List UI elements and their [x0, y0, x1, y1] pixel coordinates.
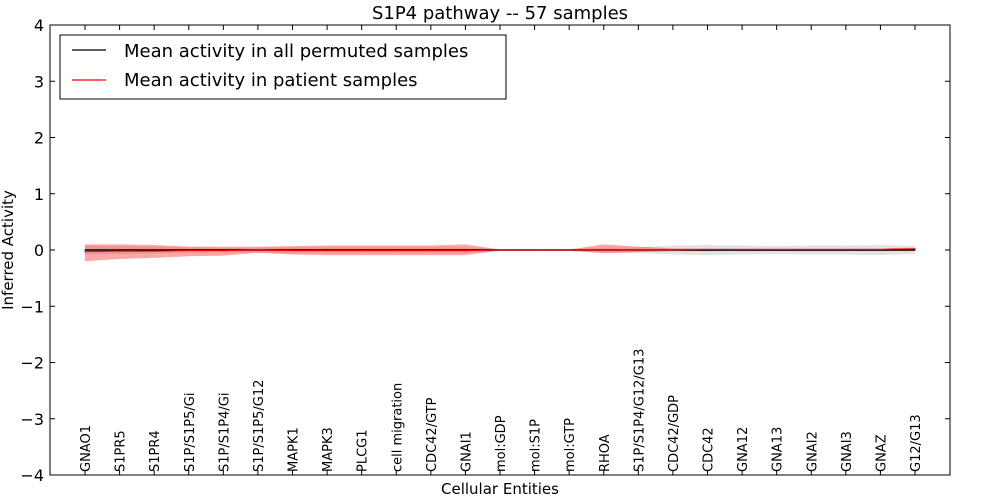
- y-axis-label: Inferred Activity: [0, 190, 17, 310]
- point-patient-4: [222, 249, 224, 252]
- series-lines: [84, 248, 916, 253]
- x-tick-label: S1P/S1P4/Gi: [217, 393, 232, 472]
- point-patient-3: [188, 249, 190, 252]
- x-tick-label: S1P/S1P4/G12/G13: [632, 349, 647, 472]
- y-tick-label: −2: [20, 354, 44, 373]
- x-tick-label: mol:S1P: [529, 419, 544, 472]
- point-patient-14: [568, 249, 570, 251]
- point-patient-9: [395, 249, 397, 252]
- x-tick-label: MAPK1: [287, 427, 302, 472]
- point-patient-16: [637, 249, 639, 251]
- legend-box: [59, 34, 507, 100]
- point-permuted-1: [118, 249, 121, 251]
- point-permuted-2: [153, 249, 155, 251]
- band-patient: [85, 244, 915, 262]
- point-patient-17: [672, 249, 674, 251]
- x-tick-label: G12/G13: [909, 414, 924, 472]
- point-permuted-24: [914, 249, 916, 251]
- x-tick-label: GNAO1: [79, 425, 94, 472]
- x-tick-label: mol:GDP: [494, 415, 509, 472]
- x-tick-label: cell migration: [390, 383, 405, 472]
- legend-label-permuted: Mean activity in all permuted samples: [124, 41, 468, 62]
- x-tick-label: PLCG1: [356, 429, 371, 472]
- x-tick-label: GNA13: [771, 427, 786, 472]
- x-tick-label: mol:GTP: [563, 418, 578, 472]
- x-tick-label: GNA12: [736, 427, 751, 472]
- x-tick-label: S1PR4: [148, 430, 163, 472]
- x-axis-label: Cellular Entities: [441, 480, 559, 498]
- x-tick-label: CDC42/GDP: [667, 395, 682, 472]
- point-patient-7: [326, 249, 328, 252]
- point-patient-10: [430, 249, 432, 252]
- x-tick-label: MAPK3: [321, 427, 336, 472]
- point-patient-6: [291, 249, 294, 252]
- x-axis-tick-labels: GNAO1 S1PR5 S1PR4 S1P/S1P5/Gi S1P/S1P4/Gi S1P…: [79, 25, 924, 475]
- chart-title: S1P4 pathway -- 57 samples: [372, 3, 628, 24]
- x-tick-label: GNAI2: [805, 431, 820, 472]
- point-patient-18: [706, 248, 709, 251]
- point-patient-0: [84, 251, 86, 253]
- point-patient-19: [741, 248, 743, 251]
- x-tick-label: CDC42/GTP: [425, 397, 440, 472]
- x-tick-label: S1PR5: [114, 430, 129, 472]
- confidence-bands: [85, 244, 915, 262]
- y-tick-label: 1: [34, 185, 44, 204]
- point-patient-23: [879, 248, 882, 251]
- y-tick-label: 2: [34, 129, 44, 148]
- legend: Mean activity in all permuted samples Me…: [59, 34, 507, 100]
- y-tick-label: −1: [20, 297, 44, 316]
- x-tick-label: GNAZ: [874, 434, 889, 472]
- y-tick-label: 3: [34, 72, 44, 91]
- point-patient-20: [776, 248, 778, 251]
- y-tick-label: 4: [34, 16, 44, 35]
- x-tick-label: GNAI3: [840, 431, 855, 472]
- x-tick-label: GNAI1: [459, 431, 474, 472]
- point-patient-12: [499, 249, 501, 251]
- point-permuted-0: [84, 249, 86, 251]
- point-patient-8: [361, 249, 363, 252]
- x-tick-label: S1P/S1P5/G12: [252, 380, 267, 472]
- y-tick-label: 0: [34, 241, 44, 260]
- y-tick-label: −4: [20, 466, 44, 485]
- point-patient-13: [533, 249, 536, 251]
- point-patient-21: [810, 248, 812, 251]
- point-patient-15: [603, 249, 605, 251]
- point-patient-2: [153, 250, 155, 252]
- x-tick-label: CDC42: [702, 427, 717, 472]
- legend-label-patient: Mean activity in patient samples: [124, 70, 418, 91]
- x-tick-label: RHOA: [598, 434, 613, 472]
- x-tick-label: S1P/S1P5/Gi: [183, 393, 198, 472]
- point-patient-24: [914, 248, 916, 250]
- y-tick-label: −3: [20, 410, 44, 429]
- point-patient-11: [464, 249, 467, 252]
- point-patient-5: [257, 249, 259, 251]
- y-axis: −4 −3 −2 −1 0 1 2 3 4: [20, 16, 950, 485]
- point-patient-1: [118, 250, 121, 252]
- point-patient-22: [845, 248, 847, 251]
